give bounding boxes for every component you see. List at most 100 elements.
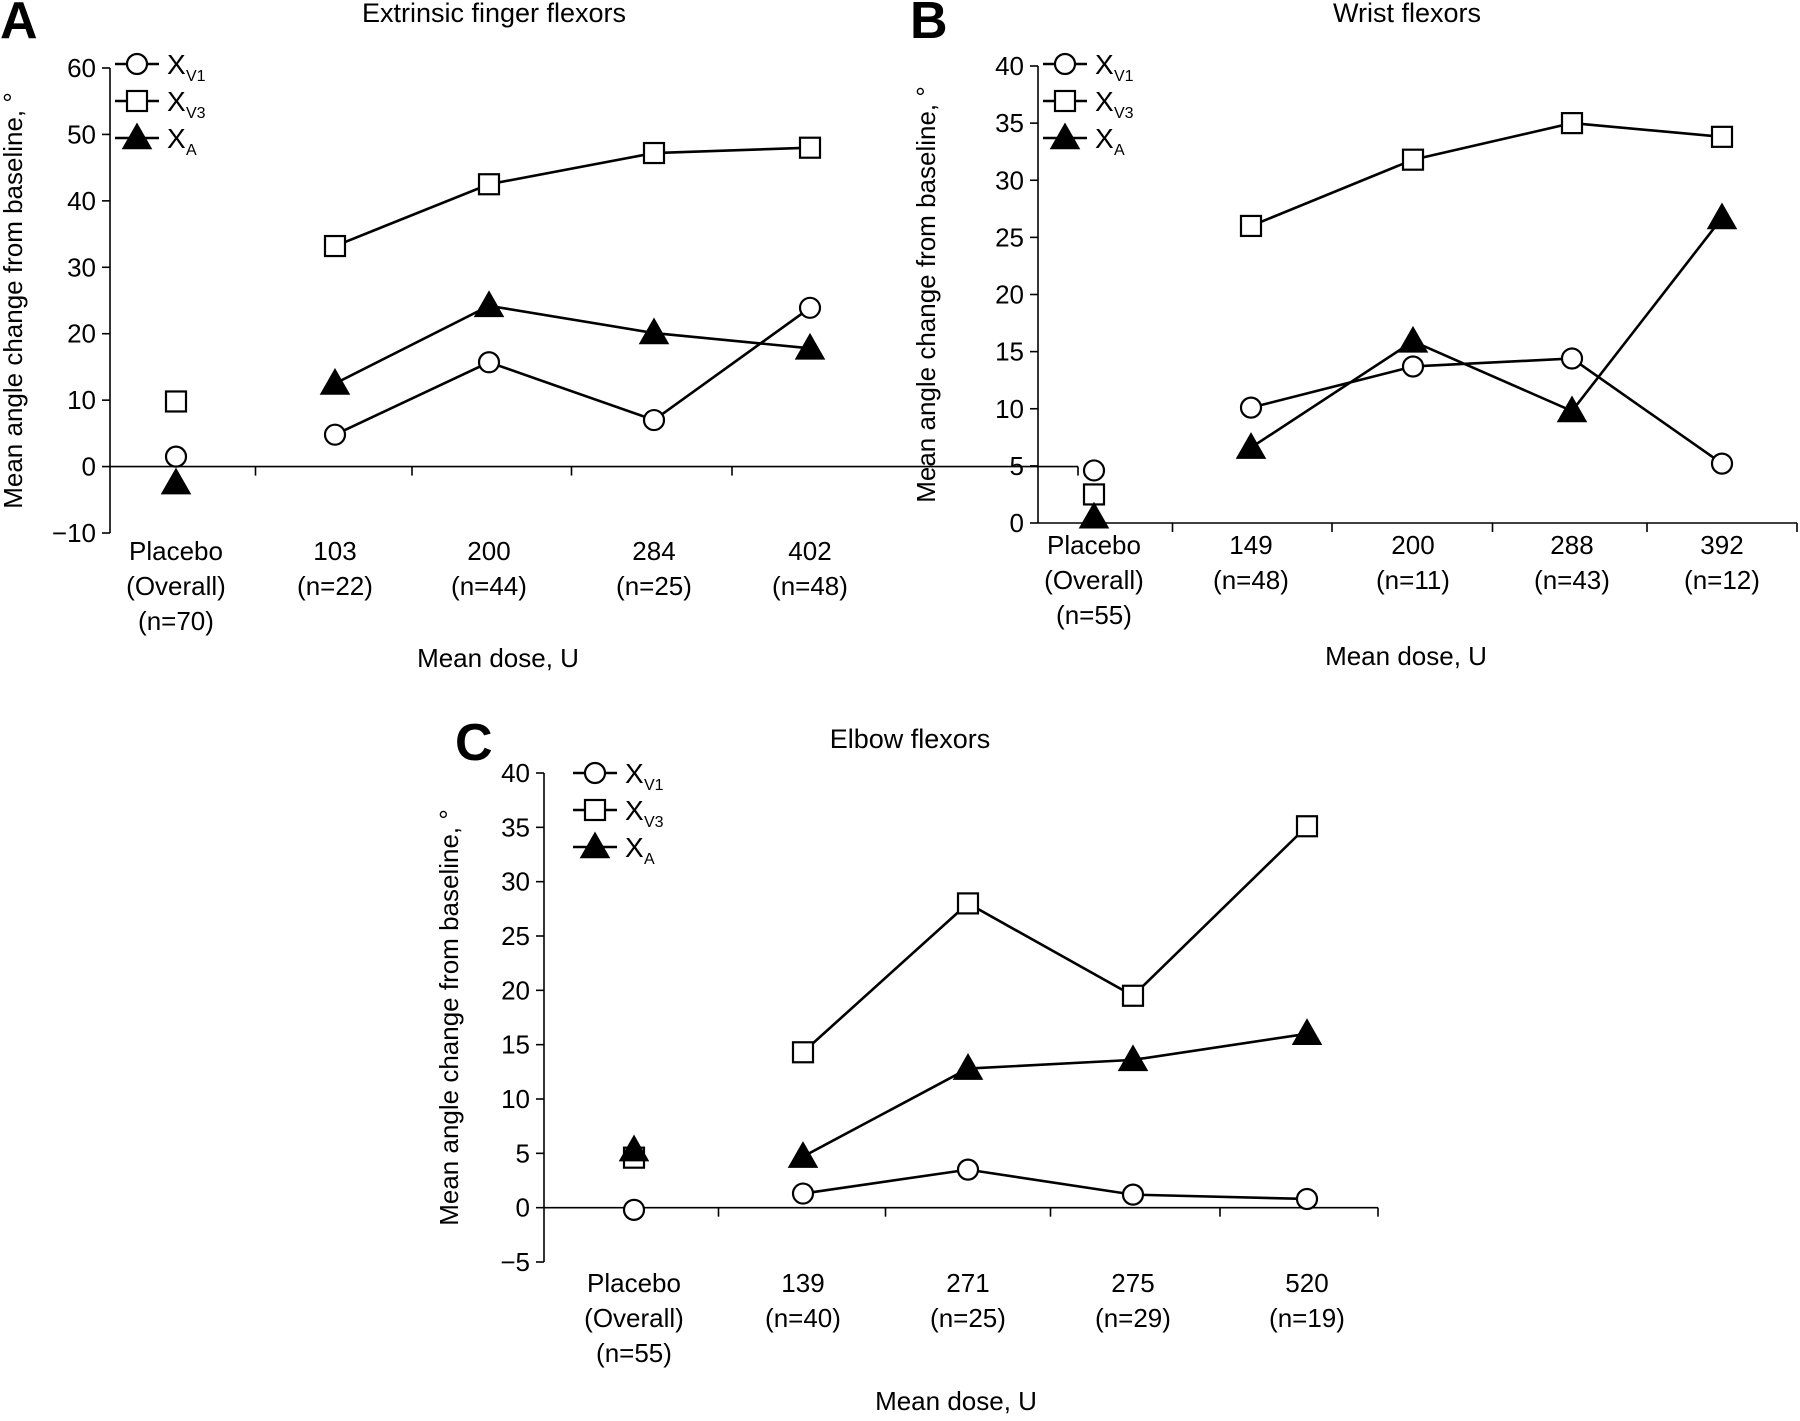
data-point <box>1710 125 1734 148</box>
x-category-label: (n=29) <box>1095 1303 1171 1333</box>
y-tick-label: 10 <box>67 385 96 415</box>
data-point <box>642 141 666 165</box>
series-line <box>802 1168 1308 1201</box>
x-category-label: (n=25) <box>616 571 692 601</box>
series-line <box>802 1032 1308 1158</box>
data-point <box>1706 202 1738 230</box>
data-point <box>1560 347 1584 370</box>
data-point <box>618 1134 650 1162</box>
x-category-label: (n=22) <box>297 571 373 601</box>
y-tick-label: 60 <box>67 53 96 83</box>
x-axis-label: Mean dose, U <box>1325 641 1487 671</box>
legend-marker <box>579 831 611 859</box>
data-point <box>1082 483 1106 506</box>
data-point <box>1239 396 1263 419</box>
x-category-label: Placebo <box>587 1268 681 1298</box>
y-tick-label: 35 <box>995 108 1024 138</box>
legend-item-v1: X V1 <box>573 758 664 794</box>
data-point <box>1401 355 1425 378</box>
x-category-label: (n=12) <box>1684 565 1760 595</box>
series-a <box>1078 202 1738 529</box>
legend-marker <box>1049 122 1081 150</box>
legend-subscript: V3 <box>644 814 664 831</box>
data-point <box>1239 214 1263 238</box>
data-point <box>323 234 347 258</box>
x-category-label: 275 <box>1111 1268 1154 1298</box>
data-point <box>1295 1187 1319 1211</box>
legend-item-v3: X V3 <box>573 795 664 831</box>
panel-letter: B <box>910 0 948 50</box>
data-point <box>952 1053 984 1080</box>
series-line <box>334 306 811 436</box>
data-point <box>477 173 501 196</box>
legend-label: X <box>1095 86 1114 117</box>
legend-marker <box>125 89 149 113</box>
data-point <box>1295 815 1319 838</box>
panel-title: Extrinsic finger flexors <box>362 0 626 28</box>
series-v3 <box>622 815 1319 1169</box>
data-point <box>791 1182 815 1205</box>
y-tick-label: 30 <box>995 165 1024 195</box>
x-category-label: 392 <box>1700 530 1743 560</box>
x-category-label: (n=55) <box>1056 600 1132 630</box>
series-line <box>334 304 811 385</box>
panel-b: B Wrist flexors 0 5 10 15 20 25 30 35 40 Placebo (Ov… <box>910 0 1798 671</box>
data-point <box>160 467 192 495</box>
panel-letter: C <box>455 714 493 772</box>
y-tick-label: 15 <box>501 1030 530 1060</box>
legend-subscript: V3 <box>186 105 206 122</box>
data-point <box>638 317 670 345</box>
series-line <box>1250 217 1724 449</box>
x-axis-label: Mean dose, U <box>417 643 579 673</box>
x-category-label: (n=55) <box>596 1338 672 1368</box>
x-category-label: (n=19) <box>1269 1303 1345 1333</box>
x-category-label: Placebo <box>129 536 223 566</box>
x-category-label: (n=70) <box>138 606 214 636</box>
legend-label: X <box>625 795 644 826</box>
data-point <box>1397 325 1429 353</box>
legend-marker <box>583 798 607 822</box>
x-category-label: (n=43) <box>1534 565 1610 595</box>
y-tick-label: 10 <box>995 394 1024 424</box>
data-point <box>956 1158 980 1181</box>
series-v3 <box>1082 112 1734 506</box>
legend-label: X <box>1095 123 1114 154</box>
y-tick-label: 5 <box>516 1138 530 1168</box>
y-tick-label: 0 <box>1010 508 1024 538</box>
series-v3 <box>164 136 822 413</box>
legend-label: X <box>625 758 644 789</box>
x-category-label: (Overall) <box>1044 565 1144 595</box>
legend-subscript: V1 <box>186 68 206 85</box>
legend-label: X <box>167 86 186 117</box>
panel-c: C Elbow flexors −5 0 5 10 15 20 25 30 35 40 Placebo (… <box>434 714 1379 1416</box>
series-line <box>1250 121 1723 228</box>
x-category-label: 149 <box>1229 530 1272 560</box>
y-tick-label: 25 <box>995 222 1024 252</box>
data-point <box>477 351 501 374</box>
data-point <box>956 892 980 915</box>
x-category-label: 103 <box>313 536 356 566</box>
data-point <box>794 332 826 360</box>
legend-subscript: V1 <box>1114 68 1134 85</box>
y-tick-label: 50 <box>67 119 96 149</box>
y-tick-label: 40 <box>67 186 96 216</box>
data-point <box>1121 984 1145 1007</box>
series-line <box>334 146 811 248</box>
data-point <box>319 368 351 395</box>
y-tick-label: 40 <box>501 758 530 788</box>
data-point <box>1117 1044 1149 1072</box>
y-tick-label: 20 <box>995 280 1024 310</box>
legend-item-v3: X V3 <box>115 86 206 122</box>
x-category-label: 402 <box>788 536 831 566</box>
series-line <box>802 825 1308 1054</box>
y-tick-label: 30 <box>501 867 530 897</box>
y-tick-label: 30 <box>67 252 96 282</box>
legend-item-v1: X V1 <box>115 49 206 85</box>
legend-label: X <box>167 49 186 80</box>
x-category-label: 200 <box>1391 530 1434 560</box>
data-point <box>1710 452 1734 475</box>
data-point <box>1082 459 1106 482</box>
data-point <box>164 390 188 413</box>
